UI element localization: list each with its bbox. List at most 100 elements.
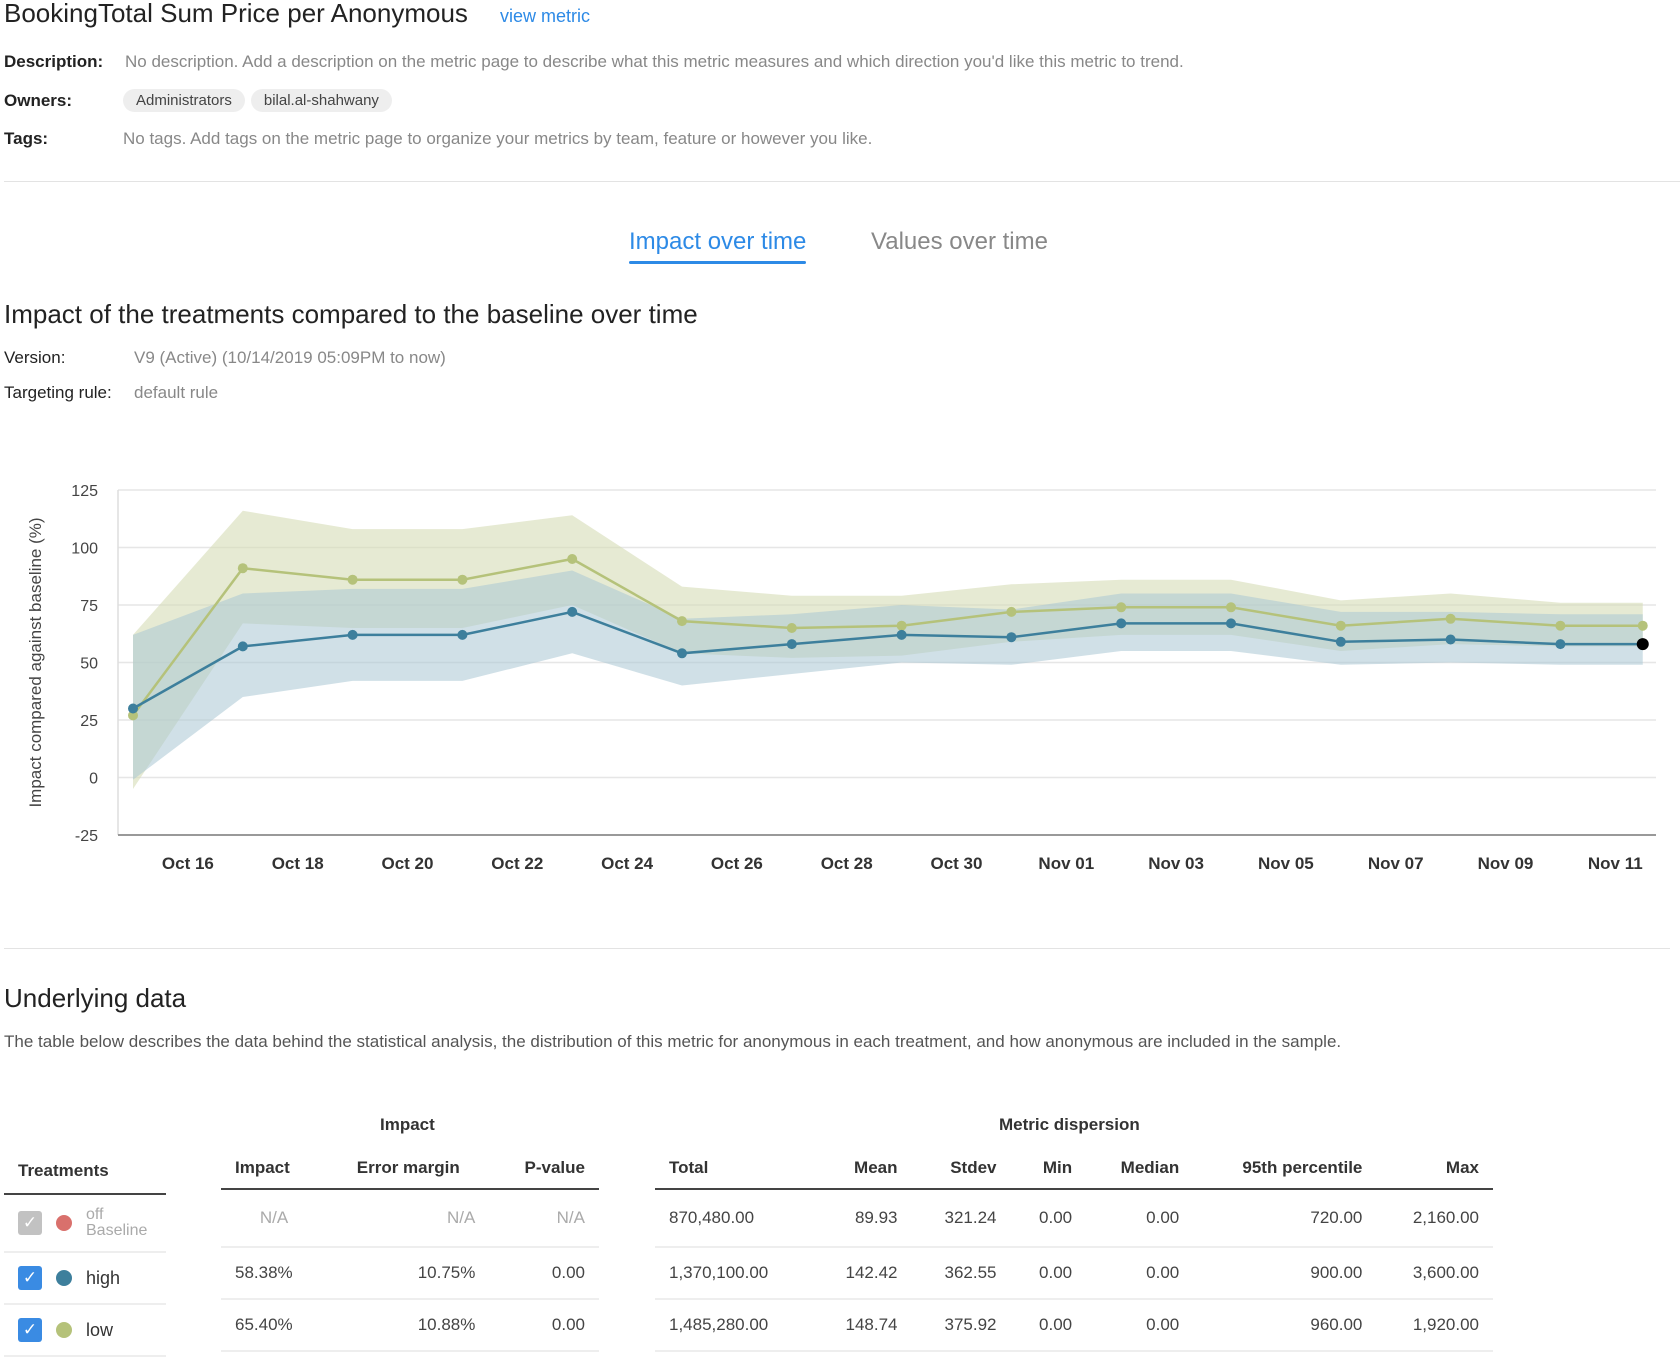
treatment-name: off <box>86 1206 104 1223</box>
treatment-row-high: ✓ high <box>4 1252 166 1305</box>
impact-chart: 125 100 75 50 25 0 -25 Impact compared against … <box>26 483 1656 873</box>
treatment-row-off: ✓ off Baseline <box>4 1194 166 1253</box>
dispersion-row-low: 1,485,280.00 148.74 375.92 0.00 0.00 960.00 1,… <box>655 1299 1493 1352</box>
error-margin-cell: N/A <box>327 1189 490 1248</box>
y-tick-label: 75 <box>80 598 98 615</box>
x-tick-label: Nov 07 <box>1368 854 1424 873</box>
y-tick-label: 0 <box>89 771 98 788</box>
divider <box>4 948 1670 949</box>
y-tick-label: 100 <box>71 541 98 558</box>
data-point-low <box>1006 606 1017 617</box>
p-value-cell: N/A <box>489 1189 599 1248</box>
data-point-high <box>1445 634 1456 645</box>
tab-impact-over-time[interactable]: Impact over time <box>629 228 807 255</box>
stdev-cell: 321.24 <box>911 1189 1011 1248</box>
min-cell: 0.00 <box>1010 1189 1087 1248</box>
treatment-color-dot <box>56 1270 72 1286</box>
total-cell: 870,480.00 <box>655 1189 813 1248</box>
description-label: Description: <box>4 52 104 71</box>
data-point-high <box>128 703 138 714</box>
col-median: Median <box>1086 1148 1194 1190</box>
dispersion-group-header: Metric dispersion <box>999 1115 1140 1134</box>
median-cell: 0.00 <box>1086 1247 1194 1300</box>
owner-pill[interactable]: Administrators <box>123 89 245 112</box>
dispersion-table: Total Mean Stdev Min Median 95th percentile Ma… <box>655 1148 1493 1352</box>
treatment-name: high <box>86 1268 121 1288</box>
treatment-name: low <box>86 1320 114 1340</box>
col-treatments: Treatments <box>4 1148 166 1195</box>
x-tick-label: Oct 26 <box>711 854 763 873</box>
data-point-low <box>1555 620 1566 631</box>
impact-row-off: N/A N/A N/A <box>221 1189 599 1248</box>
stdev-cell: 375.92 <box>911 1299 1011 1352</box>
data-point-low <box>1116 602 1127 613</box>
x-tick-label: Nov 03 <box>1148 854 1204 873</box>
data-point-low <box>1445 613 1456 624</box>
treatment-checkbox[interactable]: ✓ <box>18 1266 42 1290</box>
active-tab-indicator <box>629 261 806 264</box>
description-text: No description. Add a description on the… <box>125 52 1184 71</box>
view-metric-link[interactable]: view metric <box>500 6 591 26</box>
impact-row-high: 58.38% 10.75% 0.00 <box>221 1247 599 1300</box>
x-tick-label: Oct 30 <box>931 854 983 873</box>
p-value-cell: 0.00 <box>489 1299 599 1352</box>
max-cell: 2,160.00 <box>1376 1189 1493 1248</box>
data-point-high <box>1116 618 1127 629</box>
data-point-high <box>457 629 468 640</box>
total-cell: 1,485,280.00 <box>655 1299 813 1352</box>
data-point-high <box>677 648 687 659</box>
treatment-checkbox[interactable]: ✓ <box>18 1318 42 1342</box>
data-point-high <box>237 641 248 652</box>
min-cell: 0.00 <box>1010 1299 1087 1352</box>
data-point-low <box>347 574 358 585</box>
data-point-high <box>347 629 358 640</box>
data-point-high <box>1006 632 1017 643</box>
impact-table: Impact Error margin P-value N/A N/A N/A 58.… <box>221 1148 599 1352</box>
y-axis-label: Impact compared against baseline (%) <box>26 517 45 807</box>
mean-cell: 89.93 <box>812 1189 912 1248</box>
median-cell: 0.00 <box>1086 1189 1194 1248</box>
x-tick-label: Oct 28 <box>821 854 873 873</box>
x-tick-label: Oct 16 <box>162 854 214 873</box>
min-cell: 0.00 <box>1010 1247 1087 1300</box>
data-point-high <box>1226 618 1236 629</box>
impact-cell: 65.40% <box>221 1299 328 1352</box>
x-tick-label: Nov 01 <box>1038 854 1094 873</box>
stdev-cell: 362.55 <box>911 1247 1011 1300</box>
data-point-low <box>1335 620 1346 631</box>
targeting-rule-label: Targeting rule: <box>4 383 112 402</box>
owner-pill[interactable]: bilal.al-shahwany <box>250 89 392 112</box>
error-margin-cell: 10.88% <box>327 1299 490 1352</box>
x-tick-label: Nov 05 <box>1258 854 1314 873</box>
data-point-high <box>1636 638 1649 651</box>
data-point-high <box>567 606 578 617</box>
treatment-row-low: ✓ low <box>4 1304 166 1357</box>
max-cell: 3,600.00 <box>1376 1247 1493 1300</box>
col-mean: Mean <box>812 1148 912 1190</box>
x-tick-label: Nov 11 <box>1588 854 1643 873</box>
x-tick-label: Nov 09 <box>1478 854 1534 873</box>
data-point-high <box>1335 636 1346 647</box>
x-tick-label: Oct 20 <box>382 854 434 873</box>
95th-percentile-cell: 720.00 <box>1193 1189 1377 1248</box>
col-max: Max <box>1376 1148 1493 1190</box>
owners-label: Owners: <box>4 91 73 110</box>
impact-section-title: Impact of the treatments compared to the… <box>4 299 698 329</box>
95th-percentile-cell: 900.00 <box>1193 1247 1377 1300</box>
confidence-band-high <box>133 570 1643 780</box>
mean-cell: 148.74 <box>812 1299 912 1352</box>
data-point-low <box>786 623 797 633</box>
data-point-low <box>567 554 578 564</box>
x-tick-label: Oct 22 <box>491 854 543 873</box>
tab-values-over-time[interactable]: Values over time <box>871 228 1048 255</box>
data-point-high <box>1555 639 1566 650</box>
impact-row-low: 65.40% 10.88% 0.00 <box>221 1299 599 1352</box>
max-cell: 1,920.00 <box>1376 1299 1493 1352</box>
divider <box>4 181 1680 182</box>
y-tick-label: -25 <box>75 828 98 845</box>
total-cell: 1,370,100.00 <box>655 1247 813 1300</box>
x-tick-label: Oct 18 <box>272 854 324 873</box>
treatments-table: Treatments ✓ off Baseline ✓ high ✓ low <box>4 1148 166 1357</box>
col-95th-percentile: 95th percentile <box>1193 1148 1377 1190</box>
treatment-checkbox: ✓ <box>18 1211 42 1235</box>
